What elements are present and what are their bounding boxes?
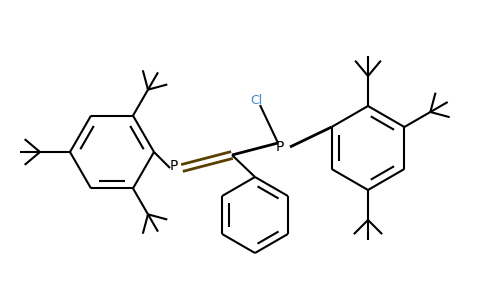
Text: P: P: [170, 159, 178, 173]
Text: Cl: Cl: [250, 94, 262, 107]
Text: P: P: [276, 140, 284, 154]
